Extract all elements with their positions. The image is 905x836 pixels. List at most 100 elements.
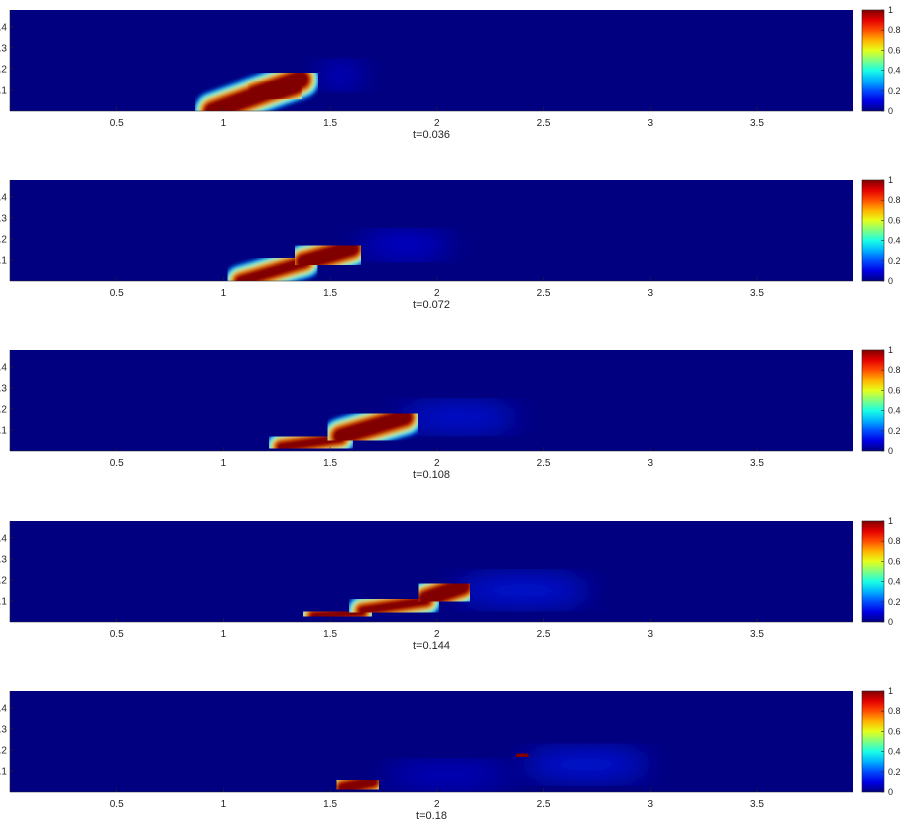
colorbar-tick-label: 0.4 — [888, 747, 901, 757]
heatmap-background — [10, 180, 853, 281]
heatmap-svg: 0.5 1 1.5 2 2.5 3 3.5 0.1 0.2 0.3 0.4 t=0.18 0 0.2 0.4… — [0, 686, 901, 822]
x-tick-label: 1.5 — [323, 288, 337, 299]
x-tick-label: 3.5 — [750, 629, 764, 640]
x-tick-label: 1.5 — [323, 799, 337, 810]
colorbar-tick-label: 0.2 — [888, 256, 901, 266]
y-tick-label: 0.2 — [0, 64, 7, 75]
x-tick-label: 1 — [221, 288, 227, 299]
heatmap-field — [224, 229, 452, 281]
colorbar-tick-label: 0 — [888, 276, 893, 286]
colorbar-tick-label: 1 — [888, 5, 893, 15]
colorbar-tick-label: 0.2 — [888, 767, 901, 777]
droplet-layer — [417, 577, 472, 608]
droplet — [407, 567, 482, 618]
colorbar-tick-label: 0.2 — [888, 86, 901, 96]
x-tick-label: 3.5 — [750, 118, 764, 129]
heatmap-panel: 0.5 1 1.5 2 2.5 3 3.5 0.1 0.2 0.3 0.4 t=0.072 0 0.2 0.… — [0, 175, 905, 325]
colorbar-tick-label: 1 — [888, 686, 893, 696]
y-tick-label: 0.1 — [0, 425, 7, 436]
colorbar-tick-label: 0 — [888, 106, 893, 116]
colorbar-tick-label: 0.6 — [888, 556, 901, 566]
x-tick-label: 1.5 — [323, 458, 337, 469]
y-tick-label: 0.4 — [0, 22, 7, 33]
colorbar-tick-label: 0.8 — [888, 706, 901, 716]
heatmap-field — [265, 398, 518, 451]
x-tick-label: 1 — [221, 458, 227, 469]
y-tick-label: 0.3 — [0, 213, 7, 224]
colorbar-tick-label: 0.4 — [888, 577, 901, 587]
x-tick-label: 2 — [434, 288, 440, 299]
time-label: t=0.18 — [416, 810, 447, 822]
heatmap-svg: 0.5 1 1.5 2 2.5 3 3.5 0.1 0.2 0.3 0.4 t=0.144 0 0.2 0.… — [0, 516, 901, 652]
colorbar-tick-label: 0.2 — [888, 426, 901, 436]
y-tick-label: 0.3 — [0, 554, 7, 565]
x-tick-label: 1.5 — [323, 118, 337, 129]
colorbar — [861, 349, 885, 452]
heatmap-panel: 0.5 1 1.5 2 2.5 3 3.5 0.1 0.2 0.3 0.4 t=0.18 0 0.2 0.4… — [0, 686, 905, 836]
wake-region — [453, 579, 591, 601]
wake-region — [357, 236, 452, 254]
x-tick-label: 2 — [434, 799, 440, 810]
droplet — [326, 765, 390, 792]
x-tick-label: 0.5 — [110, 118, 124, 129]
droplet-layer — [336, 775, 380, 792]
x-tick-label: 1.5 — [323, 629, 337, 640]
y-tick-label: 0.3 — [0, 383, 7, 394]
y-tick-label: 0.1 — [0, 85, 7, 96]
x-tick-label: 2 — [434, 458, 440, 469]
heatmap-background — [10, 350, 853, 451]
y-tick-label: 0.1 — [0, 596, 7, 607]
y-tick-label: 0.1 — [0, 255, 7, 266]
x-tick-label: 3 — [647, 288, 653, 299]
heatmap-panel: 0.5 1 1.5 2 2.5 3 3.5 0.1 0.2 0.3 0.4 t=0.036 0 0.2 0.… — [0, 5, 905, 155]
heatmap-field — [326, 732, 651, 792]
x-tick-label: 2 — [434, 118, 440, 129]
y-tick-label: 0.4 — [0, 533, 7, 544]
x-tick-label: 3 — [647, 118, 653, 129]
x-tick-label: 3.5 — [750, 799, 764, 810]
x-tick-label: 3.5 — [750, 458, 764, 469]
colorbar-tick-label: 0.4 — [888, 406, 901, 416]
x-tick-label: 1 — [221, 799, 227, 810]
x-tick-label: 1 — [221, 629, 227, 640]
time-label: t=0.072 — [413, 299, 450, 311]
colorbar-tick-label: 0.8 — [888, 365, 901, 375]
y-tick-label: 0.2 — [0, 575, 7, 586]
wake-region — [522, 754, 651, 776]
wake-region — [319, 66, 363, 84]
colorbar — [861, 9, 885, 112]
heatmap-svg: 0.5 1 1.5 2 2.5 3 3.5 0.1 0.2 0.3 0.4 t=0.108 0 0.2 0.… — [0, 345, 901, 481]
colorbar-tick-label: 0.4 — [888, 66, 901, 76]
time-label: t=0.108 — [413, 469, 450, 481]
colorbar-tick-label: 0.2 — [888, 597, 901, 607]
x-tick-label: 2.5 — [537, 288, 551, 299]
colorbar-tick-label: 0.6 — [888, 45, 901, 55]
time-label: t=0.144 — [413, 640, 450, 652]
colorbar-tick-label: 0.8 — [888, 536, 901, 546]
x-tick-label: 0.5 — [110, 458, 124, 469]
x-tick-label: 0.5 — [110, 288, 124, 299]
colorbar-tick-label: 1 — [888, 516, 893, 526]
y-tick-label: 0.4 — [0, 362, 7, 373]
colorbar-tick-label: 0.6 — [888, 385, 901, 395]
heatmap-background — [10, 10, 853, 111]
colorbar-tick-label: 1 — [888, 175, 893, 185]
y-tick-label: 0.3 — [0, 724, 7, 735]
y-tick-label: 0.2 — [0, 745, 7, 756]
wake-region — [383, 766, 512, 784]
droplet-layer — [331, 408, 414, 446]
heatmap-svg: 0.5 1 1.5 2 2.5 3 3.5 0.1 0.2 0.3 0.4 t=0.036 0 0.2 0.… — [0, 5, 901, 141]
y-tick-label: 0.2 — [0, 404, 7, 415]
colorbar-tick-label: 0.6 — [888, 215, 901, 225]
x-tick-label: 3 — [647, 799, 653, 810]
y-tick-label: 0.2 — [0, 234, 7, 245]
colorbar-tick-label: 0 — [888, 617, 893, 627]
heatmap-panel: 0.5 1 1.5 2 2.5 3 3.5 0.1 0.2 0.3 0.4 t=0.144 0 0.2 0.… — [0, 516, 905, 666]
colorbar-tick-label: 0 — [888, 446, 893, 456]
time-label: t=0.036 — [413, 129, 450, 141]
x-tick-label: 2.5 — [537, 118, 551, 129]
heatmap-field — [298, 567, 591, 622]
x-tick-label: 2 — [434, 629, 440, 640]
colorbar — [861, 690, 885, 793]
colorbar-tick-label: 0.8 — [888, 25, 901, 35]
